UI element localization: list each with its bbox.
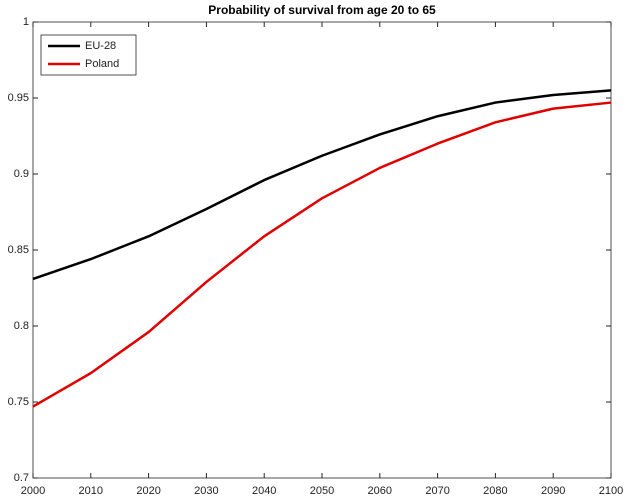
y-tick-label: 0.75 <box>8 396 29 408</box>
x-tick-label: 2060 <box>368 485 392 497</box>
y-tick-label: 0.9 <box>14 168 29 180</box>
y-tick-label: 1 <box>23 16 29 28</box>
y-tick-label: 0.7 <box>14 472 29 484</box>
x-tick-label: 2090 <box>541 485 565 497</box>
chart-title: Probability of survival from age 20 to 6… <box>208 3 436 17</box>
x-tick-label: 2040 <box>252 485 276 497</box>
legend-label: Poland <box>85 58 119 70</box>
y-tick-label: 0.85 <box>8 244 29 256</box>
x-tick-label: 2070 <box>425 485 449 497</box>
x-tick-label: 2080 <box>483 485 507 497</box>
plot-area <box>32 21 612 479</box>
x-tick-label: 2100 <box>599 485 623 497</box>
x-tick-label: 2050 <box>310 485 334 497</box>
line-series <box>32 101 612 408</box>
x-tick-label: 2030 <box>194 485 218 497</box>
y-tick-label: 0.95 <box>8 92 29 104</box>
legend-box <box>40 34 137 76</box>
x-tick-label: 2000 <box>21 485 45 497</box>
y-tick-label: 0.8 <box>14 320 29 332</box>
legend-label: EU-28 <box>85 40 116 52</box>
line-series <box>32 89 612 281</box>
x-tick-label: 2020 <box>136 485 160 497</box>
x-tick-label: 2010 <box>79 485 103 497</box>
